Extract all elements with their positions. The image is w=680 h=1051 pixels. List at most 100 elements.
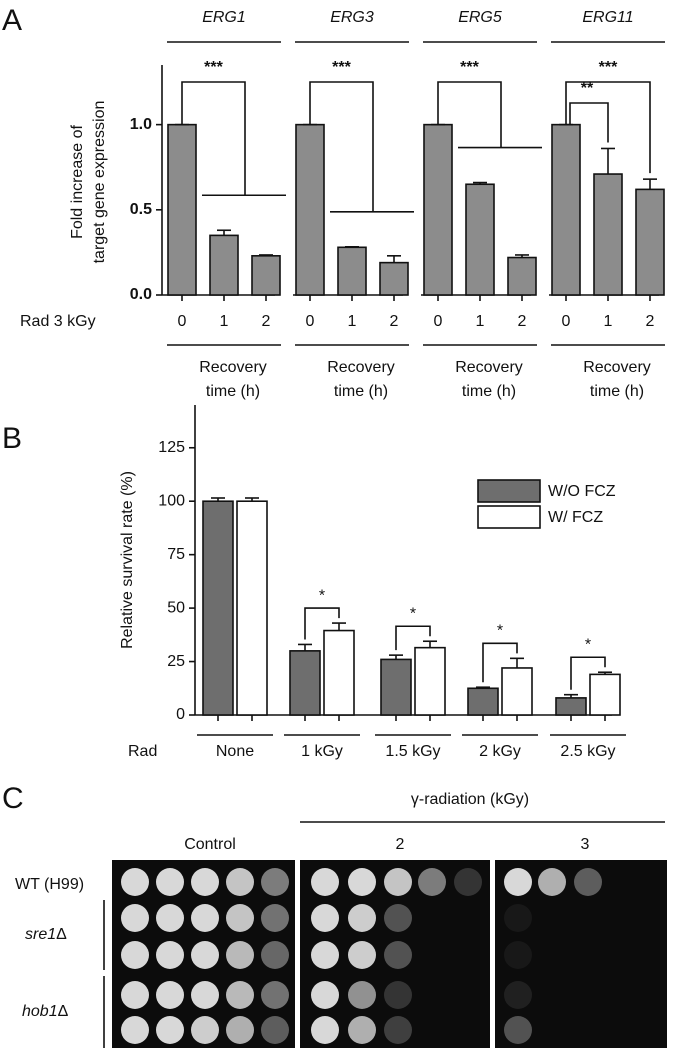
bar	[209, 234, 239, 296]
group-label: ERG5	[458, 9, 502, 26]
bar	[295, 123, 325, 296]
bar	[467, 687, 499, 716]
x-tick-label: 2	[518, 313, 527, 330]
colony-spot	[384, 904, 412, 932]
plates	[112, 860, 667, 1048]
bar	[251, 255, 281, 296]
significance-bracket	[565, 81, 651, 174]
colony-spot	[261, 868, 289, 896]
y-tick-label: 0.5	[130, 201, 152, 218]
legend-swatch	[477, 479, 541, 503]
bar	[167, 123, 197, 296]
x-tick-label: 1	[476, 313, 485, 330]
x-tick-label: 0	[434, 313, 443, 330]
strain-gene: sre1	[25, 926, 56, 943]
colony-spot	[121, 904, 149, 932]
bar	[323, 629, 355, 716]
y-tick-label: 1.0	[130, 116, 152, 133]
colony-spot	[348, 981, 376, 1009]
colony-spot	[121, 981, 149, 1009]
colony-spot	[384, 941, 412, 969]
strain-label: hob1Δ	[22, 1003, 69, 1020]
x-tick-label: 2.5 kGy	[560, 743, 615, 760]
colony-spot	[156, 941, 184, 969]
significance-label: **	[581, 80, 594, 97]
legend-swatch	[477, 505, 541, 529]
y-tick-label: 100	[158, 492, 185, 509]
colony-spot	[311, 981, 339, 1009]
colony-spot	[384, 868, 412, 896]
colony-spot	[384, 981, 412, 1009]
colony-spot	[191, 1016, 219, 1044]
group-caption: time (h)	[206, 383, 260, 400]
bar	[507, 256, 537, 296]
bar	[589, 673, 621, 716]
colony-spot	[311, 868, 339, 896]
colony-spot	[504, 1016, 532, 1044]
strain-gene: hob1	[22, 1003, 58, 1020]
x-prefix: Rad 3 kGy	[20, 313, 96, 330]
y-tick-label: 50	[167, 599, 185, 616]
column-label: Control	[184, 836, 236, 853]
group-caption: Recovery	[583, 359, 651, 376]
colony-spot	[261, 904, 289, 932]
colony-spot	[348, 868, 376, 896]
significance-label: ***	[204, 59, 223, 76]
significance-label: *	[585, 636, 591, 653]
column-label: 3	[581, 836, 590, 853]
colony-spot	[226, 1016, 254, 1044]
colony-spot	[121, 1016, 149, 1044]
x-tick-label: 2	[390, 313, 399, 330]
x-tick-label: 1	[220, 313, 229, 330]
y-tick-label: 0	[176, 706, 185, 723]
significance-label: *	[497, 623, 503, 640]
y-tick-label: 25	[167, 653, 185, 670]
bar	[593, 173, 623, 296]
column-label: 2	[396, 836, 405, 853]
y-tick-label: 0.0	[130, 286, 152, 303]
x-tick-label: 2	[262, 313, 271, 330]
colony-spot	[538, 868, 566, 896]
colony-spot	[156, 1016, 184, 1044]
x-tick-label: 1.5 kGy	[385, 743, 440, 760]
bar	[289, 650, 321, 716]
colony-spot	[504, 904, 532, 932]
y-tick-label: 75	[167, 546, 185, 563]
x-tick-label: 1 kGy	[301, 743, 343, 760]
colony-spot	[311, 904, 339, 932]
y-tick-label: 125	[158, 439, 185, 456]
significance-bracket	[181, 81, 246, 196]
significance-bracket	[309, 81, 374, 212]
bar	[551, 123, 581, 296]
colony-spot	[348, 941, 376, 969]
significance-bracket	[304, 607, 340, 640]
colony-spot	[191, 981, 219, 1009]
group-caption: time (h)	[334, 383, 388, 400]
colony-spot	[156, 904, 184, 932]
strain-mark: Δ	[58, 1003, 69, 1020]
colony-spot	[574, 868, 602, 896]
colony-spot	[121, 868, 149, 896]
group-caption: Recovery	[199, 359, 267, 376]
panel-c-title: γ-radiation (kGy)	[411, 791, 529, 808]
significance-bracket	[570, 656, 606, 690]
panel-letter: A	[2, 4, 22, 37]
significance-label: ***	[599, 59, 618, 76]
bar	[465, 183, 495, 296]
colony-spot	[156, 868, 184, 896]
panel-letter: B	[2, 422, 22, 455]
bar	[501, 667, 533, 716]
y-axis-label: Relative survival rate (%)	[119, 471, 136, 649]
bar	[423, 123, 453, 296]
colony-spot	[191, 868, 219, 896]
group-caption: time (h)	[590, 383, 644, 400]
legend-label: W/O FCZ	[548, 483, 616, 500]
bar	[380, 658, 412, 716]
colony-spot	[504, 981, 532, 1009]
colony-spot	[504, 941, 532, 969]
bar	[236, 500, 268, 716]
x-tick-label: 0	[562, 313, 571, 330]
colony-spot	[311, 941, 339, 969]
significance-label: *	[319, 587, 325, 604]
colony-spot	[418, 868, 446, 896]
